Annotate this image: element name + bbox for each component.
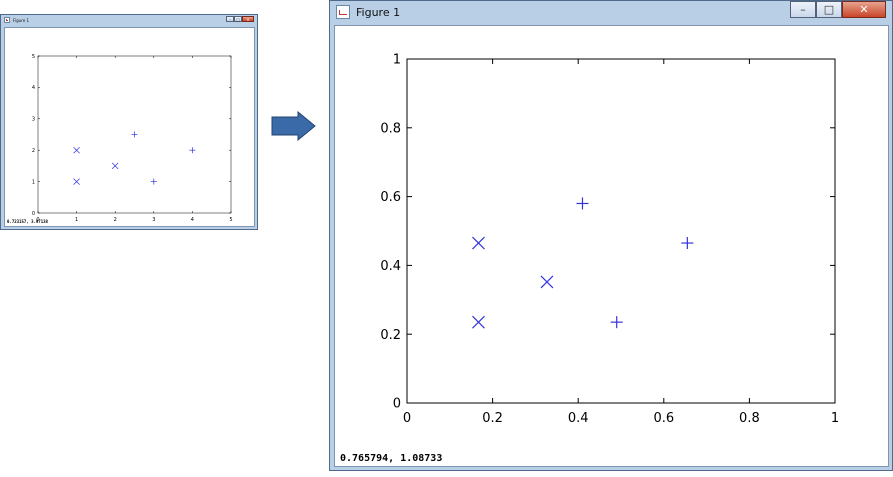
figure-icon	[336, 5, 350, 19]
cursor-coordinates: 0.723157, 3.97138	[7, 219, 48, 224]
x-tick-label: 0.8	[739, 411, 760, 426]
x-tick-label: 2	[114, 217, 117, 223]
figure-canvas[interactable]: 0 1 2 3 4 5 0 1 2 3 4 5 0.723157, 3.97138	[4, 27, 255, 227]
title-bar[interactable]: Figure 1	[330, 1, 892, 23]
y-tick-label: 0.4	[380, 259, 401, 274]
y-tick-label: 4	[32, 85, 35, 91]
plus-marker-point	[610, 316, 623, 329]
y-tick-label: 1	[32, 179, 35, 185]
title-bar[interactable]: Figure 1	[1, 15, 257, 25]
x-tick-label: 0	[403, 411, 411, 426]
window-title: Figure 1	[13, 17, 30, 23]
y-tick-label: 0.6	[380, 190, 401, 205]
close-button[interactable]: ✕	[842, 1, 886, 18]
plus-marker-point	[189, 147, 196, 154]
figure-window-small: Figure 1 – □ ✕ 0 1 2 3 4 5 0 1 2 3 4 5 0.723157, 3.…	[0, 14, 258, 230]
window-controls: – □ ✕	[226, 16, 254, 22]
x-tick-label: 3	[152, 217, 155, 223]
figure-window-large: Figure 1 – □ ✕ 0 0.2 0.4 0.6 0.8 1 0 0.2 0.4 0.6 0…	[329, 0, 893, 471]
x-tick-label: 0	[36, 217, 39, 223]
close-button[interactable]: ✕	[242, 16, 254, 22]
y-tick-label: 3	[32, 117, 35, 123]
plus-marker-point	[150, 178, 157, 185]
x-tick-label: 1	[75, 217, 78, 223]
plot-area	[37, 55, 232, 214]
maximize-button[interactable]: □	[816, 1, 842, 18]
x-tick-label: 1	[831, 411, 839, 426]
plus-marker-point	[681, 237, 694, 250]
window-controls: – □ ✕	[790, 1, 886, 18]
right-arrow-icon	[271, 111, 316, 141]
y-tick-label: 0	[32, 211, 35, 217]
scatter-chart: 0 1 2 3 4 5 0 1 2 3 4 5	[32, 54, 233, 223]
figure-canvas[interactable]: 0 0.2 0.4 0.6 0.8 1 0 0.2 0.4 0.6 0.8 1 0.765794, 1…	[334, 25, 889, 467]
y-tick-label: 0.2	[380, 328, 401, 343]
x-marker-point	[73, 146, 80, 154]
x-tick-label: 5	[229, 217, 232, 223]
plot-area	[406, 58, 836, 404]
x-tick-label: 0.4	[568, 411, 589, 426]
y-tick-label: 5	[32, 54, 35, 60]
y-tick-label: 0.8	[380, 121, 401, 136]
x-marker-point	[472, 315, 485, 329]
minimize-button[interactable]: –	[226, 16, 234, 22]
maximize-button[interactable]: □	[234, 16, 242, 22]
plus-marker-point	[131, 131, 138, 138]
cursor-coordinates: 0.765794, 1.08733	[340, 453, 443, 464]
window-title: Figure 1	[356, 5, 401, 19]
y-tick-label: 0	[393, 397, 401, 412]
figure-icon	[4, 17, 10, 23]
plus-marker-point	[576, 197, 589, 210]
scatter-chart: 0 0.2 0.4 0.6 0.8 1 0 0.2 0.4 0.6 0.8 1	[380, 53, 839, 426]
x-marker-point	[73, 178, 80, 185]
y-tick-label: 1	[393, 53, 401, 68]
x-tick-label: 0.2	[482, 411, 503, 426]
x-marker-point	[540, 275, 554, 289]
x-tick-label: 0.6	[653, 411, 674, 426]
x-marker-point	[472, 236, 485, 250]
x-tick-label: 4	[191, 217, 194, 223]
minimize-button[interactable]: –	[790, 1, 816, 18]
y-tick-label: 2	[32, 148, 35, 154]
x-marker-point	[111, 162, 119, 170]
